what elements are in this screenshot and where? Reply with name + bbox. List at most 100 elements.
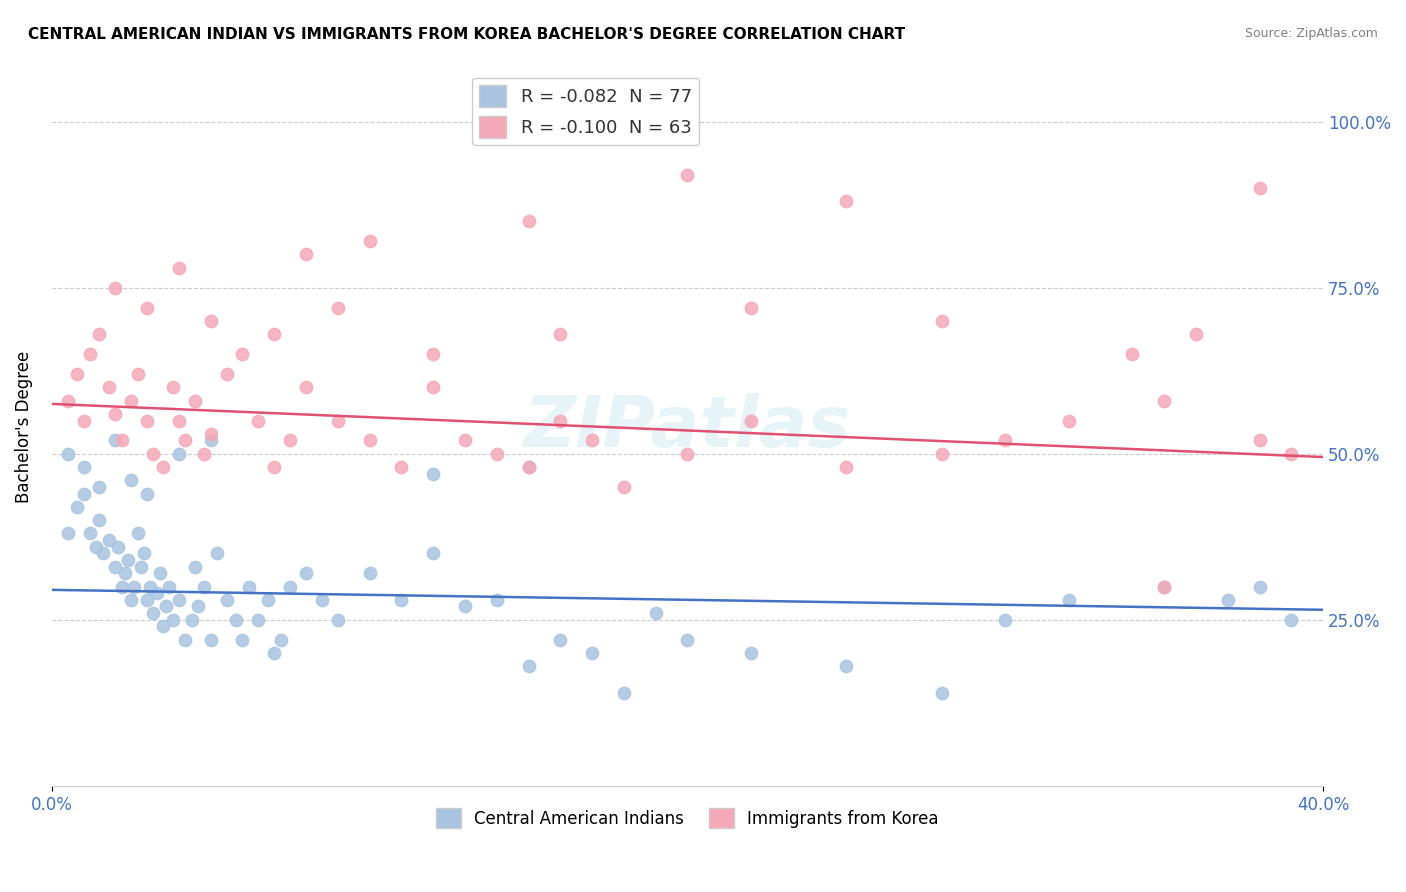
- Point: [56, 447, 79, 461]
- Point: [200, 632, 222, 647]
- Point: [422, 467, 444, 481]
- Point: [193, 580, 215, 594]
- Point: [454, 599, 477, 614]
- Point: [326, 413, 349, 427]
- Point: [931, 447, 953, 461]
- Point: [120, 592, 142, 607]
- Point: [740, 646, 762, 660]
- Text: ZIPatlas: ZIPatlas: [524, 392, 851, 462]
- Point: [142, 447, 165, 461]
- Point: [613, 480, 636, 494]
- Point: [326, 613, 349, 627]
- Point: [89, 327, 111, 342]
- Point: [111, 580, 134, 594]
- Point: [104, 407, 127, 421]
- Point: [517, 460, 540, 475]
- Point: [295, 380, 318, 394]
- Point: [1249, 580, 1271, 594]
- Point: [56, 526, 79, 541]
- Point: [205, 546, 228, 560]
- Point: [1249, 434, 1271, 448]
- Point: [613, 686, 636, 700]
- Point: [124, 580, 146, 594]
- Point: [422, 546, 444, 560]
- Point: [91, 546, 114, 560]
- Point: [263, 460, 285, 475]
- Point: [167, 260, 190, 275]
- Point: [740, 301, 762, 315]
- Point: [152, 619, 174, 633]
- Point: [89, 480, 111, 494]
- Point: [740, 413, 762, 427]
- Point: [1057, 413, 1080, 427]
- Point: [139, 580, 162, 594]
- Point: [149, 566, 172, 581]
- Point: [550, 413, 572, 427]
- Point: [247, 413, 270, 427]
- Point: [517, 659, 540, 673]
- Point: [581, 434, 603, 448]
- Point: [215, 367, 238, 381]
- Point: [1279, 613, 1302, 627]
- Point: [200, 434, 222, 448]
- Point: [676, 632, 699, 647]
- Point: [581, 646, 603, 660]
- Point: [231, 347, 253, 361]
- Point: [389, 592, 412, 607]
- Point: [174, 434, 197, 448]
- Point: [1057, 592, 1080, 607]
- Point: [1216, 592, 1239, 607]
- Point: [550, 327, 572, 342]
- Point: [167, 447, 190, 461]
- Point: [994, 613, 1017, 627]
- Point: [127, 367, 149, 381]
- Point: [311, 592, 333, 607]
- Point: [152, 460, 174, 475]
- Point: [120, 393, 142, 408]
- Point: [270, 632, 292, 647]
- Point: [174, 632, 197, 647]
- Point: [145, 586, 167, 600]
- Point: [104, 281, 127, 295]
- Point: [359, 434, 381, 448]
- Point: [132, 546, 155, 560]
- Point: [72, 460, 94, 475]
- Point: [263, 327, 285, 342]
- Point: [162, 380, 184, 394]
- Point: [994, 434, 1017, 448]
- Point: [676, 447, 699, 461]
- Point: [1185, 327, 1208, 342]
- Point: [550, 632, 572, 647]
- Point: [200, 426, 222, 441]
- Point: [422, 347, 444, 361]
- Point: [835, 659, 858, 673]
- Point: [155, 599, 177, 614]
- Point: [184, 559, 207, 574]
- Point: [107, 540, 129, 554]
- Point: [835, 460, 858, 475]
- Point: [263, 646, 285, 660]
- Point: [485, 447, 508, 461]
- Point: [278, 580, 301, 594]
- Point: [117, 553, 139, 567]
- Point: [89, 513, 111, 527]
- Point: [129, 559, 152, 574]
- Point: [238, 580, 260, 594]
- Point: [1279, 447, 1302, 461]
- Point: [295, 247, 318, 261]
- Point: [66, 500, 89, 514]
- Point: [931, 686, 953, 700]
- Point: [278, 434, 301, 448]
- Point: [127, 526, 149, 541]
- Legend: Central American Indians, Immigrants from Korea: Central American Indians, Immigrants fro…: [429, 801, 946, 835]
- Point: [111, 434, 134, 448]
- Point: [359, 234, 381, 248]
- Point: [167, 413, 190, 427]
- Point: [136, 592, 159, 607]
- Point: [136, 413, 159, 427]
- Point: [231, 632, 253, 647]
- Point: [120, 473, 142, 487]
- Point: [200, 314, 222, 328]
- Point: [167, 592, 190, 607]
- Point: [1249, 181, 1271, 195]
